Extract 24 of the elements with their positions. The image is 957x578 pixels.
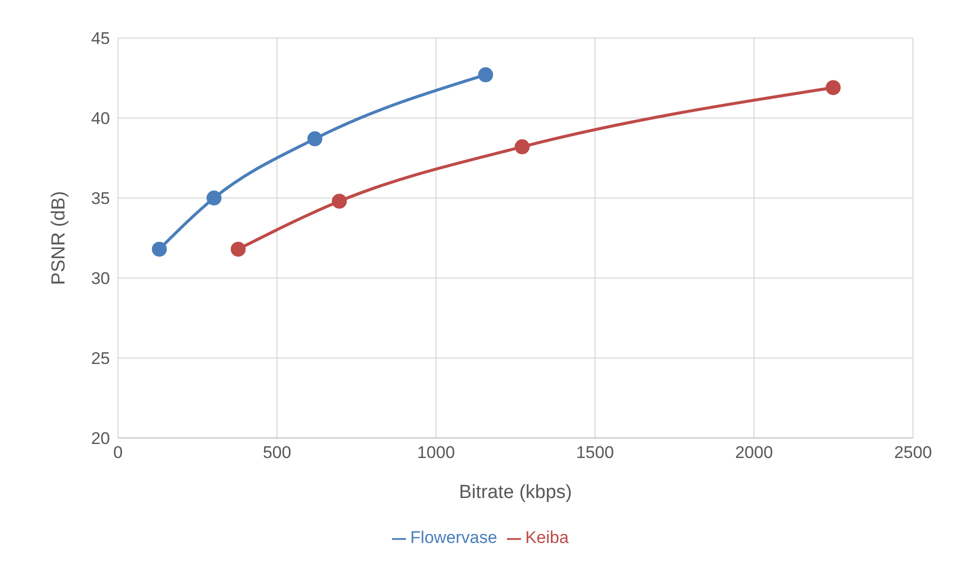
point — [478, 67, 494, 82]
x-tick-label: 500 — [262, 443, 292, 462]
point — [152, 242, 167, 257]
x-tick-label: 0 — [113, 443, 123, 462]
x-tick-label: 2000 — [735, 443, 773, 462]
x-tick-label: 2500 — [894, 443, 932, 462]
legend-label: Keiba — [525, 528, 569, 547]
point — [307, 131, 322, 146]
point — [206, 190, 222, 206]
y-tick-label: 35 — [91, 189, 110, 208]
point — [826, 80, 841, 96]
point — [332, 194, 347, 209]
point — [514, 139, 530, 154]
legend-label: Flowervase — [410, 528, 498, 547]
y-tick-label: 30 — [91, 269, 110, 288]
x-tick-label: 1500 — [576, 443, 614, 462]
y-tick-label: 45 — [91, 29, 110, 48]
point — [230, 242, 246, 257]
y-axis-title: PSNR (dB) — [48, 191, 70, 285]
y-tick-label: 25 — [91, 349, 110, 368]
x-tick-label: 1000 — [417, 443, 455, 462]
y-tick-label: 20 — [91, 429, 110, 448]
y-tick-label: 40 — [91, 109, 110, 128]
x-axis-title: Bitrate (kbps) — [459, 482, 572, 503]
